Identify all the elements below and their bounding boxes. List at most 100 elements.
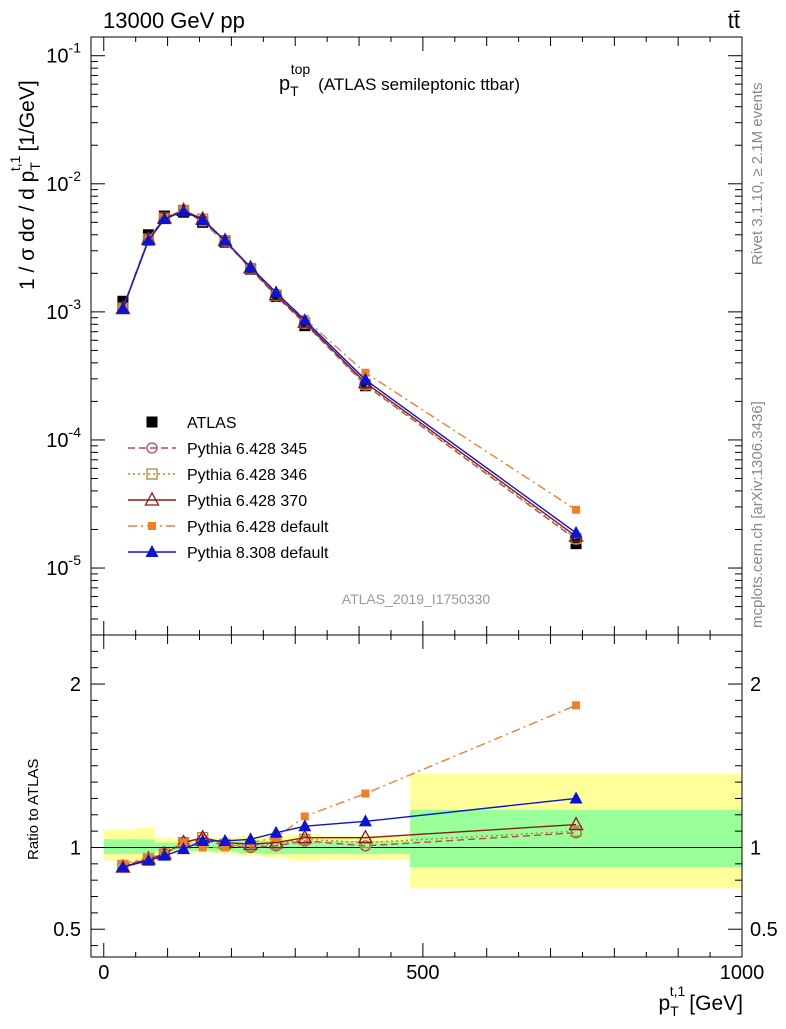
main-data-point [298, 313, 312, 326]
ratio-inner-band [410, 809, 742, 868]
ratio-data-point [298, 819, 312, 832]
main-axes: 10-5 10-4 10-3 10-2 10-1 [46, 36, 743, 636]
ratio-data-point [358, 814, 372, 827]
legend-marker [148, 522, 156, 530]
ratio-data-point [141, 853, 155, 866]
ratio-data-point [297, 829, 313, 844]
main-ylabel: 1 / σ dσ / d pTt,1 [1/GeV] [7, 80, 43, 290]
main-series-line [122, 209, 577, 511]
legend-marker [146, 442, 158, 454]
main-data-point [359, 380, 371, 392]
ratio-data-point [177, 842, 191, 855]
legend-marker [145, 545, 159, 557]
main-series-line [122, 209, 577, 537]
ratio-data-point [269, 825, 283, 838]
ratio-data-point [218, 833, 232, 846]
ratio-data-point [569, 791, 583, 804]
ratio-ytick-label: 1 [70, 837, 81, 859]
legend-marker [146, 416, 158, 428]
ratio-data-point [570, 825, 582, 837]
ratio-data-point [221, 843, 230, 852]
xlabel-main: p [658, 992, 670, 1015]
legend-entry: Pythia 6.428 default [128, 519, 329, 536]
ratio-frame [90, 634, 743, 958]
main-data-point [157, 212, 171, 225]
ratio-ytick-label: 0.5 [53, 919, 81, 941]
ylabel-sub: T [27, 162, 43, 171]
title-main: p [279, 73, 290, 95]
legend-label: Pythia 6.428 370 [187, 493, 307, 510]
ratio-data-point [244, 832, 258, 845]
xlabel-sup: t,1 [670, 983, 686, 999]
main-series-5 [116, 204, 583, 538]
main-series-3 [115, 202, 584, 542]
energy-label: 13000 GeV pp [103, 8, 245, 33]
legend-marker [144, 491, 160, 506]
ratio-inner-band [135, 839, 155, 855]
legend-entry: Pythia 6.428 370 [128, 491, 307, 510]
title-sub: T [290, 83, 299, 99]
main-series-layer [115, 202, 584, 550]
main-data-point [141, 233, 155, 246]
ratio-data-point [300, 812, 309, 821]
main-data-point [177, 204, 191, 217]
main-data-point [299, 320, 311, 332]
legend-entry: Pythia 8.308 default [128, 545, 329, 562]
chart-title: pTtop (ATLAS semileptonic ttbar) [279, 61, 520, 99]
process-label: tt̄ [728, 8, 740, 33]
ratio-data-point [157, 848, 171, 861]
main-data-point [218, 233, 232, 246]
ratio-series-layer [115, 701, 584, 873]
x-tick-label: 1000 [720, 962, 765, 984]
legend: ATLAS Pythia 6.428 345 Pythia 6.428 346 Pyt… [128, 415, 329, 562]
ylabel-main: 1 / σ dσ / d p [16, 171, 39, 290]
ratio-ylabel: Ratio to ATLAS [25, 759, 42, 860]
main-data-point [358, 372, 372, 385]
ratio-series-4 [116, 791, 583, 873]
main-ytick-label: 10-2 [46, 168, 81, 196]
x-tick-label: 500 [406, 962, 439, 984]
ratio-series-line [122, 704, 577, 865]
mcplots-label: mcplots.cern.ch [arXiv:1306.3436] [749, 401, 766, 628]
x-tick-label: 0 [98, 962, 109, 984]
ratio-data-point [196, 833, 210, 846]
legend-entry: Pythia 6.428 346 [128, 467, 307, 484]
analysis-id: ATLAS_2019_I1750330 [342, 591, 491, 607]
ratio-bands [103, 773, 742, 889]
xlabel-unit: [GeV] [689, 992, 743, 1015]
main-series-line [122, 209, 577, 540]
main-ytick-label: 10-1 [46, 40, 81, 68]
legend-entry: ATLAS [146, 415, 237, 432]
title-sup: top [291, 61, 311, 77]
ratio-ytick-label-right: 0.5 [750, 919, 778, 941]
ratio-data-point [198, 843, 207, 852]
ratio-data-point [361, 789, 370, 798]
x-axis-label: pTt,1[GeV] [658, 983, 743, 1019]
main-data-point [196, 213, 210, 226]
main-data-point [572, 505, 581, 514]
main-data-point [244, 260, 258, 273]
xlabel-sub: T [670, 1003, 679, 1019]
main-ytick-label: 10-5 [46, 552, 81, 580]
ratio-axes: 0.5 0.5 1 1 2 2 0 500 1000 [53, 634, 778, 984]
ratio-data-point [357, 829, 374, 844]
main-series-line [122, 210, 577, 534]
ratio-ytick-label: 2 [70, 674, 81, 696]
main-data-point [116, 301, 130, 314]
ylabel-unit: [1/GeV] [16, 80, 39, 151]
ylabel-sup: t,1 [7, 155, 23, 171]
legend-label: ATLAS [187, 415, 237, 432]
legend-entry: Pythia 6.428 345 [128, 441, 307, 458]
legend-marker [146, 468, 158, 480]
title-rest: (ATLAS semileptonic ttbar) [318, 75, 520, 94]
ratio-data-point [568, 816, 584, 831]
legend-label: Pythia 6.428 345 [187, 441, 307, 458]
legend-label: Pythia 6.428 346 [187, 467, 307, 484]
main-ytick-label: 10-4 [46, 424, 81, 452]
ratio-ytick-label-right: 2 [750, 674, 761, 696]
ratio-data-point [116, 860, 130, 873]
main-ytick-label: 10-3 [46, 296, 81, 324]
main-data-point [361, 368, 370, 377]
main-data-point [269, 285, 283, 298]
